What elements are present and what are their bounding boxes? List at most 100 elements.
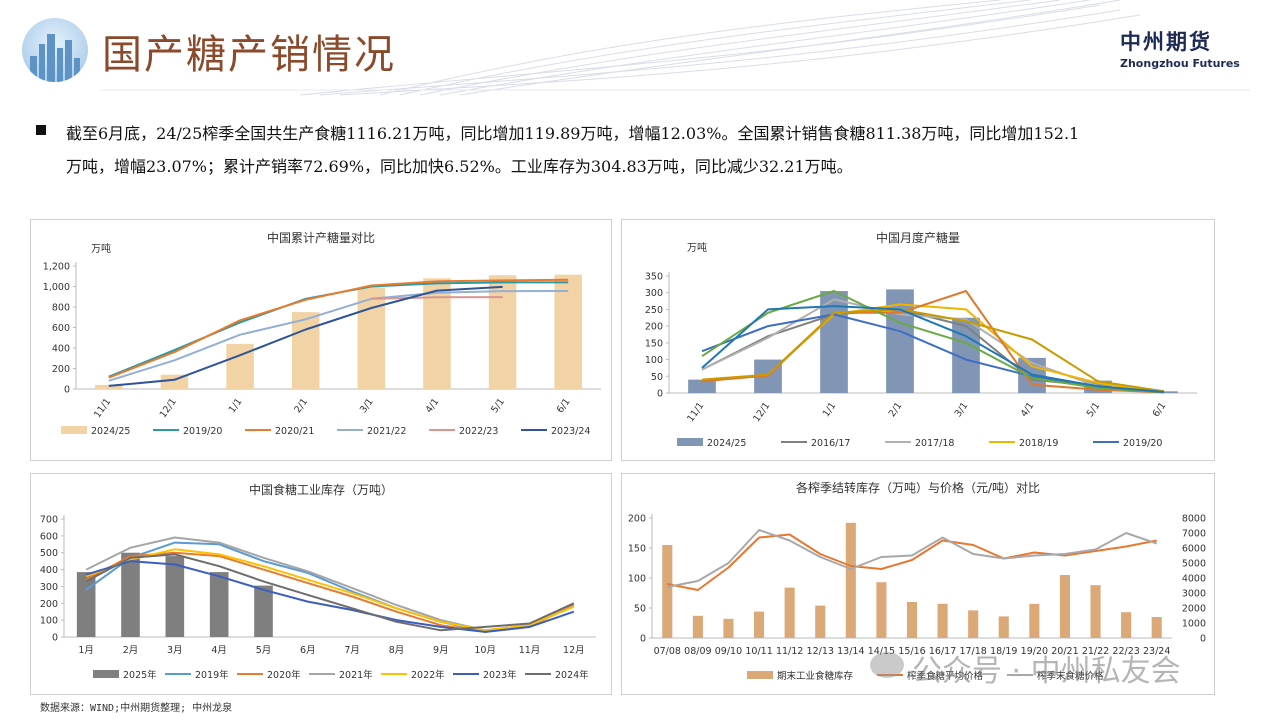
y-axis-unit: 万吨 — [91, 242, 111, 255]
bar — [1090, 585, 1101, 638]
x-tick-label: 2/1 — [887, 400, 905, 419]
y-tick-label: 200 — [628, 514, 646, 525]
legend-label: 2021年 — [339, 669, 373, 681]
y-tick-label: 600 — [52, 323, 70, 334]
summary-line-2: 万吨，增幅23.07%；累计产销率72.69%，同比加快6.52%。工业库存为3… — [66, 157, 853, 176]
legend-label: 2016/17 — [811, 438, 850, 449]
x-tick-label: 12/1 — [751, 400, 772, 424]
x-tick-label: 08/09 — [684, 646, 711, 657]
x-tick-label: 5月 — [256, 645, 272, 656]
bar — [121, 552, 140, 637]
series-line — [667, 529, 1158, 588]
chart-title: 中国月度产糖量 — [876, 230, 960, 245]
legend-label: 期末工业食糖库存 — [777, 670, 854, 682]
series-line — [701, 305, 1165, 393]
legend-label: 2020年 — [267, 669, 301, 681]
series-line — [701, 298, 1165, 393]
legend-label: 2023年 — [483, 669, 517, 681]
x-tick-label: 4/1 — [424, 396, 442, 415]
carryover-stock-price-chart: 各榨季结转库存（万吨）与价格（元/吨）对比0501001502000100020… — [628, 480, 1206, 682]
y-tick-label: 50 — [651, 372, 663, 383]
bar — [998, 616, 1009, 638]
series-line — [85, 560, 575, 633]
monthly-production-chart-panel: 中国月度产糖量 万吨 0 50 100 150 200 250 300 350 11/1 12/1 1/… — [621, 219, 1215, 461]
x-tick-label: 13/14 — [837, 646, 864, 657]
y2-tick-label: 3000 — [1182, 589, 1206, 600]
x-tick-label: 20/21 — [1051, 646, 1078, 657]
x-tick-label: 12/13 — [807, 646, 834, 657]
series-line — [371, 296, 503, 300]
x-tick-label: 6/1 — [1151, 400, 1169, 419]
x-tick-label: 22/23 — [1112, 646, 1139, 657]
bar — [820, 291, 848, 393]
y2-tick-label: 0 — [1200, 634, 1206, 645]
bar — [692, 615, 703, 638]
x-tick-label: 8月 — [389, 645, 405, 656]
bar — [937, 603, 948, 638]
y-tick-label: 150 — [628, 544, 646, 555]
x-tick-label: 23/24 — [1143, 646, 1170, 657]
bar — [688, 379, 716, 393]
legend-label: 2025年 — [123, 669, 157, 681]
y-tick-label: 800 — [52, 303, 70, 314]
x-tick-label: 6/1 — [555, 396, 573, 415]
y-tick-label: 400 — [52, 344, 70, 355]
x-tick-label: 2月 — [123, 645, 139, 656]
bar — [876, 582, 887, 638]
x-tick-label: 21/22 — [1082, 646, 1109, 657]
city-logo — [22, 18, 88, 82]
legend-swatch — [61, 426, 87, 434]
bar — [554, 274, 582, 389]
x-tick-label: 6月 — [300, 645, 316, 656]
y2-tick-label: 5000 — [1182, 559, 1206, 570]
legend-label: 2018/19 — [1019, 438, 1058, 449]
series-line — [85, 551, 575, 633]
y-tick-label: 0 — [640, 634, 646, 645]
legend-label: 2024年 — [555, 669, 589, 681]
legend-swatch — [677, 438, 703, 446]
bar — [906, 602, 918, 638]
bar — [76, 572, 96, 637]
x-tick-label: 3/1 — [358, 396, 376, 415]
legend-swatch — [747, 671, 773, 679]
header: 国产糖产销情况 中州期货 Zhongzhou Futures — [0, 0, 1280, 100]
header-decoration — [100, 0, 1250, 96]
x-tick-label: 09/10 — [715, 646, 742, 657]
y-tick-label: 400 — [40, 565, 58, 576]
bar — [95, 384, 123, 389]
brand-name-en: Zhongzhou Futures — [1120, 57, 1240, 70]
series-line — [108, 290, 569, 382]
y-axis-unit: 万吨 — [687, 241, 707, 254]
y-tick-label: 200 — [645, 322, 663, 333]
bar — [815, 605, 826, 638]
x-tick-label: 12/1 — [158, 396, 179, 420]
y-tick-label: 0 — [64, 385, 70, 396]
y-tick-label: 600 — [40, 531, 58, 542]
x-tick-label: 11/1 — [685, 400, 706, 424]
summary-line-1: 截至6月底，24/25榨季全国共生产食糖1116.21万吨，同比增加119.89… — [66, 124, 1080, 143]
x-tick-label: 11月 — [519, 645, 541, 656]
bar — [1151, 617, 1162, 638]
bar — [754, 611, 765, 638]
legend-label: 榨季末食糖价格 — [1037, 670, 1104, 682]
series-line — [701, 308, 1165, 393]
x-tick-label: 3/1 — [953, 400, 971, 419]
summary-text: 截至6月底，24/25榨季全国共生产食糖1116.21万吨，同比增加119.89… — [66, 117, 1206, 183]
x-tick-label: 19/20 — [1021, 646, 1048, 657]
y-tick-label: 700 — [40, 515, 58, 526]
y2-tick-label: 1000 — [1182, 619, 1206, 630]
bar — [254, 585, 273, 637]
legend-label: 2019/20 — [183, 426, 222, 437]
bar — [1029, 603, 1040, 638]
bar — [662, 545, 673, 638]
cumulative-production-chart-panel: 中国累计产糖量对比 万吨 0 200 400 600 800 1,000 1,200 11/1 12… — [30, 219, 612, 461]
legend-label: 2020/21 — [275, 426, 314, 437]
x-tick-label: 10月 — [474, 645, 496, 656]
x-tick-label: 11/12 — [776, 646, 803, 657]
series-line — [85, 536, 575, 632]
x-tick-label: 10/11 — [745, 646, 772, 657]
y2-tick-label: 8000 — [1182, 514, 1206, 525]
bar — [165, 556, 185, 637]
y-tick-label: 50 — [634, 604, 646, 615]
x-tick-label: 15/16 — [898, 646, 925, 657]
